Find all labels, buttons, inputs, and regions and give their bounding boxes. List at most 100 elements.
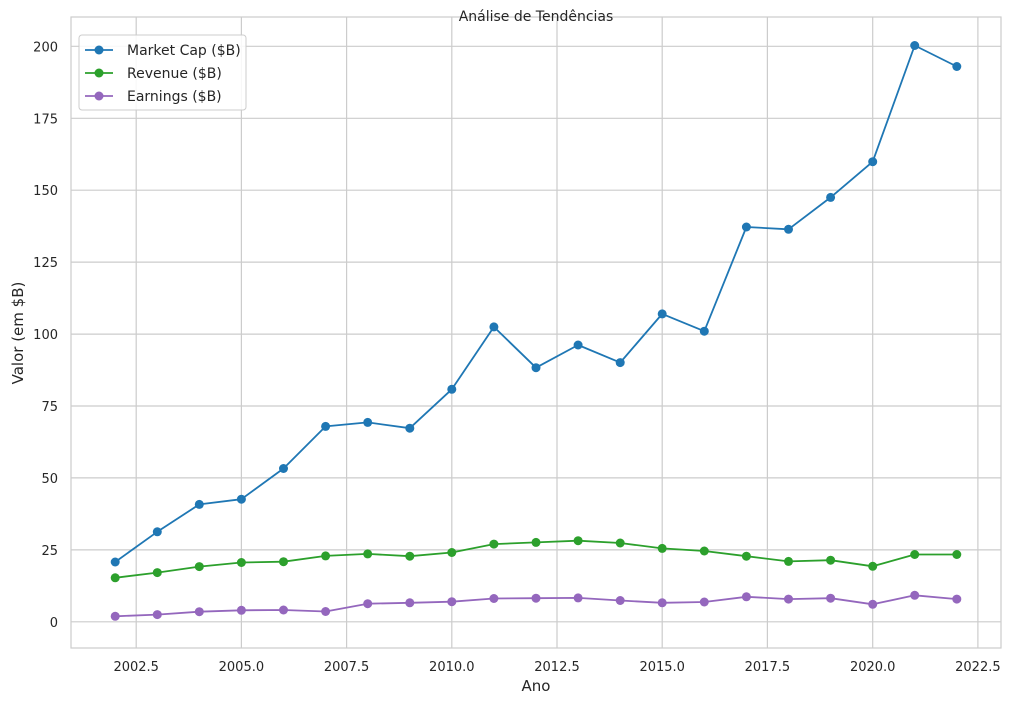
series-earnings-b	[110, 590, 962, 621]
data-point-earnings-b	[152, 610, 162, 620]
data-point-revenue-b	[489, 539, 499, 549]
legend-entry-earnings: Earnings ($B)	[85, 89, 222, 105]
data-point-market-cap-b	[489, 322, 499, 332]
data-point-earnings-b	[741, 592, 751, 602]
data-point-market-cap-b	[952, 62, 962, 71]
plot-area-frame	[70, 16, 1002, 649]
data-point-revenue-b	[321, 551, 331, 561]
y-tick-label: 75	[41, 400, 58, 415]
y-tick-label: 100	[33, 328, 58, 343]
data-point-market-cap-b	[194, 499, 204, 509]
data-point-revenue-b	[699, 546, 709, 556]
legend-label-market-cap: Market Cap ($B)	[127, 43, 241, 59]
data-point-market-cap-b	[910, 41, 920, 50]
data-point-revenue-b	[447, 548, 457, 557]
y-axis-label: Valor (em $B)	[9, 282, 27, 385]
data-point-market-cap-b	[363, 417, 373, 427]
x-tick-label: 2005.0	[219, 660, 265, 675]
data-point-earnings-b	[952, 594, 962, 604]
legend-label-earnings: Earnings ($B)	[127, 89, 222, 105]
data-point-earnings-b	[826, 593, 836, 603]
legend-entry-revenue: Revenue ($B)	[85, 66, 222, 82]
legend-box	[78, 34, 247, 111]
series-market-cap-b	[110, 41, 962, 567]
data-point-earnings-b	[531, 593, 541, 603]
y-tick-label: 200	[33, 40, 58, 55]
data-point-market-cap-b	[405, 423, 415, 433]
data-point-market-cap-b	[152, 527, 162, 537]
data-point-market-cap-b	[279, 464, 288, 473]
data-point-earnings-b	[236, 605, 246, 615]
legend-marker-earnings	[94, 91, 104, 101]
data-point-revenue-b	[531, 537, 541, 547]
x-axis-label: Ano	[522, 677, 551, 695]
data-point-market-cap-b	[741, 222, 751, 232]
data-point-revenue-b	[910, 550, 920, 559]
data-point-earnings-b	[321, 607, 331, 616]
y-tick-label: 150	[33, 184, 58, 199]
x-tick-label: 2012.5	[534, 660, 580, 675]
series-revenue-b	[110, 536, 962, 583]
data-point-earnings-b	[194, 607, 204, 617]
y-tick-label: 0	[50, 616, 58, 631]
data-point-market-cap-b	[868, 157, 878, 167]
legend-entry-market-cap: Market Cap ($B)	[85, 43, 241, 59]
x-tick-label: 2007.5	[324, 660, 370, 675]
data-point-earnings-b	[615, 596, 625, 605]
data-point-earnings-b	[489, 594, 499, 603]
data-point-earnings-b	[279, 605, 288, 615]
legend-label-revenue: Revenue ($B)	[127, 66, 222, 82]
y-tick-label: 50	[41, 472, 58, 487]
x-tick-label: 2020.0	[850, 660, 896, 675]
data-point-market-cap-b	[531, 363, 541, 373]
data-point-revenue-b	[826, 555, 836, 565]
legend-marker-market-cap	[94, 45, 104, 55]
x-axis-ticks: 2002.5 2005.0 2007.5 2010.0 2012.5 2015.0 2017…	[113, 660, 1000, 675]
data-point-earnings-b	[910, 590, 920, 600]
data-point-market-cap-b	[657, 309, 667, 319]
y-tick-label: 175	[33, 112, 58, 127]
y-tick-label: 125	[33, 256, 58, 271]
data-point-revenue-b	[405, 551, 415, 561]
chart-title: Análise de Tendências	[459, 9, 614, 25]
grid	[71, 17, 1001, 648]
data-point-revenue-b	[741, 551, 751, 561]
y-tick-label: 25	[41, 544, 58, 559]
series-layer	[110, 41, 962, 621]
data-point-earnings-b	[699, 597, 709, 607]
data-point-revenue-b	[363, 549, 373, 559]
data-point-earnings-b	[447, 597, 457, 607]
data-point-revenue-b	[194, 562, 204, 572]
data-point-revenue-b	[152, 568, 162, 578]
data-point-market-cap-b	[699, 326, 709, 336]
data-point-revenue-b	[236, 558, 246, 567]
data-point-earnings-b	[868, 599, 878, 609]
data-point-revenue-b	[110, 573, 120, 583]
legend-marker-revenue	[94, 68, 104, 78]
data-point-market-cap-b	[236, 494, 246, 504]
data-point-revenue-b	[952, 550, 962, 559]
data-point-revenue-b	[657, 543, 667, 553]
data-point-earnings-b	[405, 598, 415, 608]
data-point-earnings-b	[784, 594, 793, 604]
legend: Market Cap ($B) Revenue ($B) Earnings ($…	[78, 34, 247, 111]
data-point-market-cap-b	[447, 384, 457, 394]
data-point-market-cap-b	[615, 358, 625, 368]
data-point-market-cap-b	[573, 340, 583, 350]
data-point-revenue-b	[279, 557, 288, 567]
data-point-market-cap-b	[110, 557, 120, 567]
x-tick-label: 2010.0	[429, 660, 475, 675]
data-point-earnings-b	[573, 593, 583, 603]
data-point-revenue-b	[784, 556, 793, 566]
y-axis-ticks: 0 25 50 75 100 125 150 175 200	[33, 40, 58, 631]
x-tick-label: 2015.0	[639, 660, 685, 675]
data-point-revenue-b	[615, 538, 625, 548]
data-point-market-cap-b	[321, 421, 331, 431]
data-point-market-cap-b	[826, 192, 836, 202]
data-point-earnings-b	[657, 598, 667, 608]
data-point-earnings-b	[363, 599, 373, 609]
data-point-revenue-b	[868, 561, 878, 571]
x-tick-label: 2017.5	[745, 660, 791, 675]
